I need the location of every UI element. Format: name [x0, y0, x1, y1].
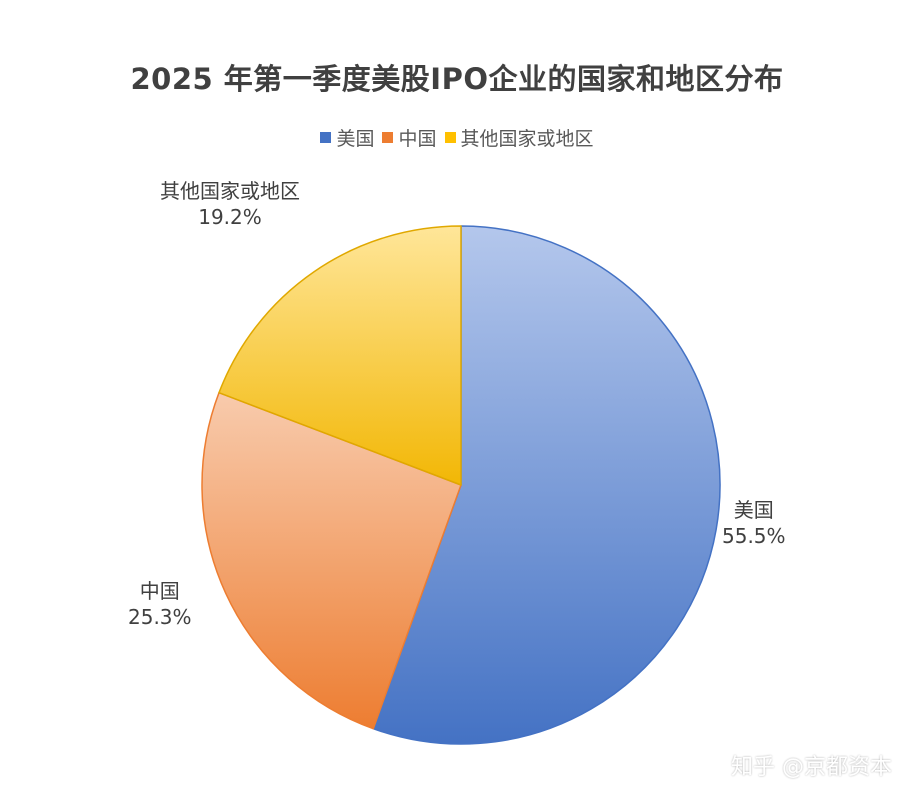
- data-label-china-name: 中国: [139, 579, 180, 603]
- data-label-us: 美国 55.5%: [722, 497, 786, 549]
- data-label-us-value: 55.5%: [722, 524, 786, 548]
- data-label-china: 中国 25.3%: [128, 578, 192, 630]
- legend-swatch-us: [320, 132, 332, 143]
- data-label-other: 其他国家或地区 19.2%: [160, 178, 300, 230]
- legend-item-other: 其他国家或地区: [444, 124, 594, 151]
- legend-label-other: 其他国家或地区: [460, 128, 594, 150]
- legend-swatch-other: [444, 132, 456, 143]
- chart-title: 2025 年第一季度美股IPO企业的国家和地区分布: [130, 62, 784, 96]
- legend-item-us: 美国: [320, 124, 374, 151]
- chart-legend: 美国 中国 其他国家或地区: [0, 124, 914, 151]
- legend-label-us: 美国: [336, 128, 375, 150]
- pie-slice-other: [218, 225, 462, 486]
- data-label-other-value: 19.2%: [198, 205, 262, 229]
- pie-slice-us: [372, 225, 721, 745]
- data-label-china-value: 25.3%: [128, 605, 192, 629]
- legend-swatch-china: [382, 132, 394, 143]
- watermark: 知乎 @京都资本: [731, 755, 892, 780]
- legend-item-china: 中国: [382, 124, 437, 151]
- pie-slice-china: [201, 391, 462, 730]
- data-label-us-name: 美国: [733, 498, 774, 522]
- legend-label-china: 中国: [398, 128, 437, 150]
- data-label-other-name: 其他国家或地区: [160, 179, 300, 203]
